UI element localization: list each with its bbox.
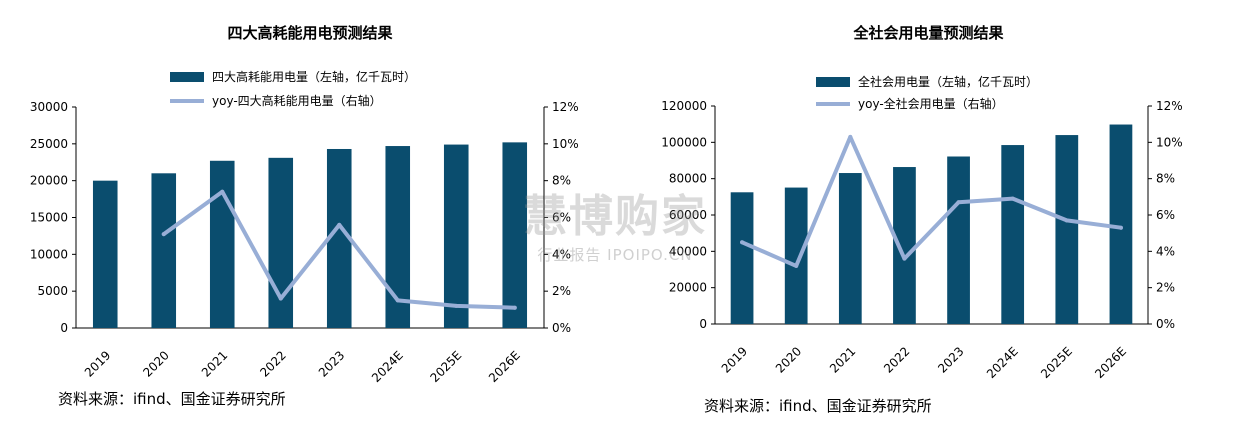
- x-tick-label: 2023: [316, 348, 347, 379]
- y-right-tick-label: 6%: [1156, 208, 1175, 222]
- x-tick-label: 2023: [935, 344, 966, 375]
- y-left-tick-label: 25000: [30, 137, 68, 151]
- x-tick-label: 2022: [881, 344, 912, 375]
- bar: [1055, 135, 1079, 324]
- yoy-point: [1010, 196, 1015, 201]
- yoy-point: [848, 134, 853, 139]
- y-left-tick-label: 10000: [30, 247, 68, 261]
- y-right-tick-label: 4%: [1156, 244, 1175, 258]
- y-left-tick-label: 100000: [661, 135, 707, 149]
- bar: [268, 157, 294, 328]
- yoy-point: [956, 200, 961, 205]
- y-right-tick-label: 0%: [552, 321, 571, 335]
- bar: [443, 144, 469, 328]
- chart-title: 全社会用电量预测结果: [853, 24, 1004, 42]
- x-tick-label: 2024E: [369, 348, 406, 385]
- chart-title: 四大高耗能用电预测结果: [227, 24, 393, 42]
- bar: [1109, 124, 1133, 324]
- x-tick-label: 2019: [719, 344, 750, 375]
- x-tick-label: 2020: [140, 348, 171, 379]
- x-tick-label: 2020: [773, 344, 804, 375]
- y-right-tick-label: 12%: [1156, 99, 1183, 113]
- y-right-tick-label: 0%: [1156, 317, 1175, 331]
- yoy-point: [161, 232, 166, 237]
- yoy-line: [740, 134, 1123, 268]
- bar: [502, 142, 528, 328]
- bar: [893, 167, 916, 324]
- legend-swatch-bar: [816, 77, 850, 87]
- y-right-tick-label: 4%: [552, 247, 571, 261]
- bar: [92, 180, 118, 328]
- yoy-point: [1118, 225, 1123, 230]
- source-note: 资料来源：ifind、国金证券研究所: [58, 390, 286, 408]
- y-right-tick-label: 12%: [552, 100, 579, 114]
- y-right-tick-label: 2%: [1156, 281, 1175, 295]
- x-tick-label: 2021: [199, 348, 230, 379]
- legend-label-bar: 四大高耗能用电量（左轴，亿千瓦时）: [212, 69, 416, 84]
- bar: [838, 173, 862, 324]
- y-right-tick-label: 8%: [1156, 172, 1175, 186]
- source-note: 资料来源：ifind、国金证券研究所: [704, 397, 932, 415]
- y-right-tick-label: 2%: [552, 284, 571, 298]
- x-tick-label: 2025E: [428, 348, 465, 385]
- legend-swatch-bar: [170, 72, 204, 82]
- x-tick-label: 2025E: [1038, 344, 1075, 381]
- y-left-tick-label: 0: [60, 321, 68, 335]
- y-right-tick-label: 10%: [1156, 135, 1183, 149]
- bar: [1001, 145, 1025, 324]
- yoy-point: [740, 240, 745, 245]
- legend-label-bar: 全社会用电量（左轴，亿千瓦时）: [858, 74, 1038, 89]
- x-tick-label: 2026E: [486, 348, 523, 385]
- y-left-tick-label: 40000: [669, 244, 707, 258]
- y-left-tick-label: 80000: [669, 172, 707, 186]
- y-left-tick-label: 30000: [30, 100, 68, 114]
- chart-left: 四大高耗能用电量（左轴，亿千瓦时） yoy-四大高耗能用电量（右轴） 0 5000 10…: [30, 69, 579, 385]
- bar: [947, 156, 970, 324]
- x-tick-label: 2021: [827, 344, 858, 375]
- x-tick-label: 2019: [82, 348, 113, 379]
- bar: [209, 160, 235, 328]
- bar: [151, 173, 177, 328]
- y-left-tick-label: 15000: [30, 211, 68, 225]
- yoy-point: [794, 263, 799, 268]
- chart-right: 全社会用电量（左轴，亿千瓦时） yoy-全社会用电量（右轴） 0 20000 40000…: [661, 74, 1183, 381]
- chart-panel-right: 全社会用电量预测结果 全社会用电量（左轴，亿千瓦时） yoy-全社会用电量（右轴）…: [620, 0, 1237, 445]
- yoy-point: [902, 256, 907, 261]
- y-left-tick-label: 60000: [669, 208, 707, 222]
- y-left-tick-label: 0: [699, 317, 707, 331]
- y-left-tick-label: 120000: [661, 99, 707, 113]
- yoy-point: [1064, 218, 1069, 223]
- legend-label-line: yoy-全社会用电量（右轴）: [858, 96, 1004, 111]
- y-right-tick-label: 6%: [552, 211, 571, 225]
- bar: [784, 187, 808, 324]
- yoy-point: [454, 303, 459, 308]
- y-right-tick-label: 10%: [552, 137, 579, 151]
- y-right-tick-label: 8%: [552, 174, 571, 188]
- bar: [730, 192, 754, 324]
- x-tick-label: 2022: [257, 348, 288, 379]
- y-left-tick-label: 20000: [669, 281, 707, 295]
- legend-label-line: yoy-四大高耗能用电量（右轴）: [212, 93, 382, 108]
- yoy-point: [278, 296, 283, 301]
- y-left-tick-label: 20000: [30, 174, 68, 188]
- chart-panel-left: 四大高耗能用电预测结果 四大高耗能用电量（左轴，亿千瓦时） yoy-四大高耗能用电…: [30, 24, 579, 408]
- x-tick-label: 2026E: [1092, 344, 1129, 381]
- x-tick-label: 2024E: [984, 344, 1021, 381]
- yoy-point: [512, 305, 517, 310]
- yoy-point: [337, 222, 342, 227]
- yoy-point: [220, 189, 225, 194]
- yoy-point: [395, 298, 400, 303]
- y-left-tick-label: 5000: [37, 284, 68, 298]
